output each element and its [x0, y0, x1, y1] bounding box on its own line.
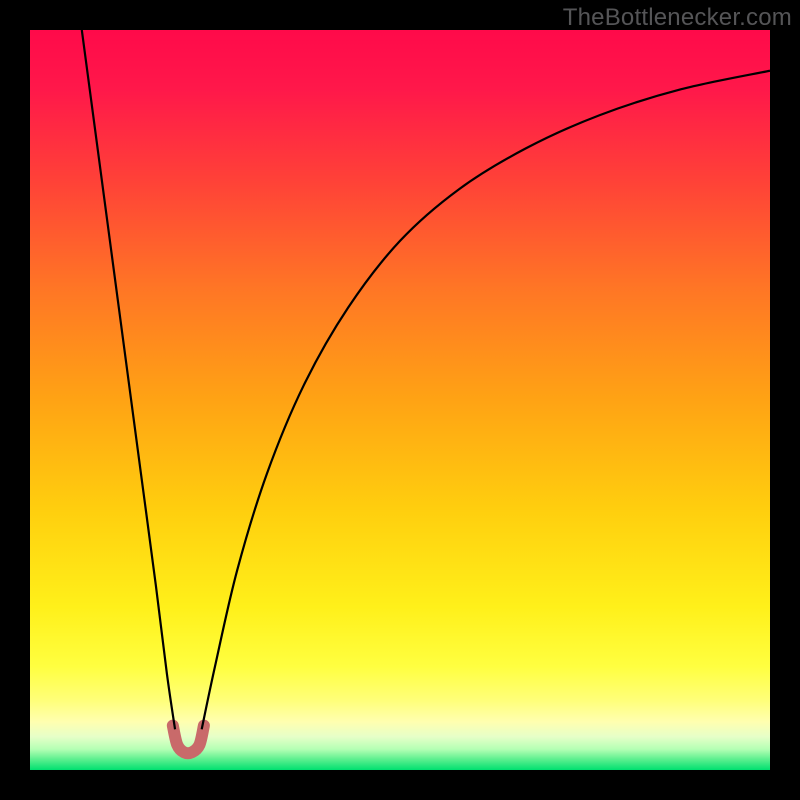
- chart-stage: TheBottlenecker.com: [0, 0, 800, 800]
- plot-background: [30, 30, 770, 770]
- watermark-label: TheBottlenecker.com: [563, 4, 792, 32]
- plot-area: [30, 30, 770, 770]
- bottleneck-chart: [30, 30, 770, 770]
